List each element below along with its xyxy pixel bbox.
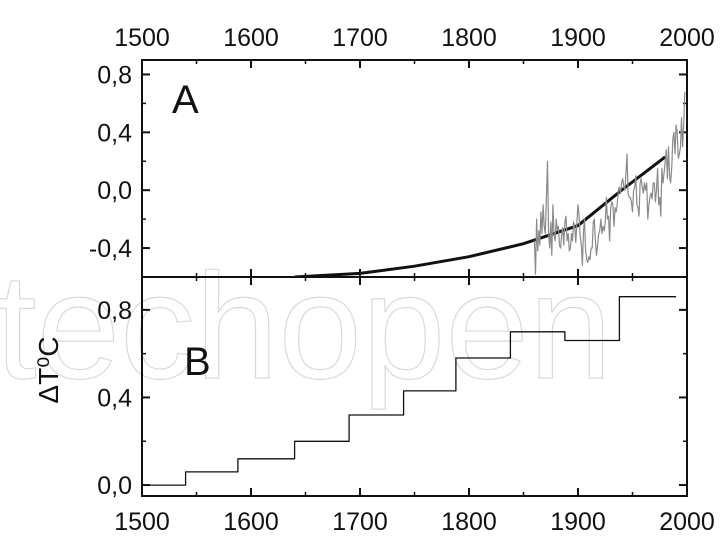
x-tick-label: 1600 <box>223 508 279 536</box>
panel-label: A <box>172 78 199 122</box>
x-tick-label: 2000 <box>659 24 715 52</box>
panel-label: B <box>184 340 211 384</box>
trend-line <box>294 155 667 277</box>
y-tick-label: 0,0 <box>97 472 132 500</box>
x-tick-label: 2000 <box>659 508 715 536</box>
panel-a: 1500 1600 1700 1800 1900 2000 -0,4 0,0 0,4 0,8 A <box>89 24 715 278</box>
x-tick-label: 1800 <box>441 24 497 52</box>
x-tick-label: 1700 <box>332 24 388 52</box>
y-axis-label: ΔT⁰C <box>33 336 64 403</box>
x-tick-label: 1900 <box>550 24 606 52</box>
x-tick-label: 1500 <box>114 24 170 52</box>
x-tick-label: 1700 <box>332 508 388 536</box>
step-series-line <box>142 296 677 486</box>
y-tick-label: 0,8 <box>97 297 132 325</box>
y-tick-label: 0,4 <box>97 384 132 412</box>
y-tick-label: 0,4 <box>97 119 132 147</box>
x-tick-label: 1900 <box>550 508 606 536</box>
series-group <box>142 296 677 486</box>
x-tick-label: 1600 <box>223 24 279 52</box>
y-tick-label: -0,4 <box>89 235 132 263</box>
series-group <box>294 91 686 277</box>
observed-series-line <box>533 91 686 275</box>
x-tick-label: 1500 <box>114 508 170 536</box>
x-tick-label: 1800 <box>441 508 497 536</box>
y-tick-label: 0,0 <box>97 177 132 205</box>
watermark: techopen <box>0 242 612 410</box>
panel-b: 1500 1600 1700 1800 1900 2000 0,0 0,4 0,8 B <box>97 276 715 536</box>
y-tick-label: 0,8 <box>97 61 132 89</box>
